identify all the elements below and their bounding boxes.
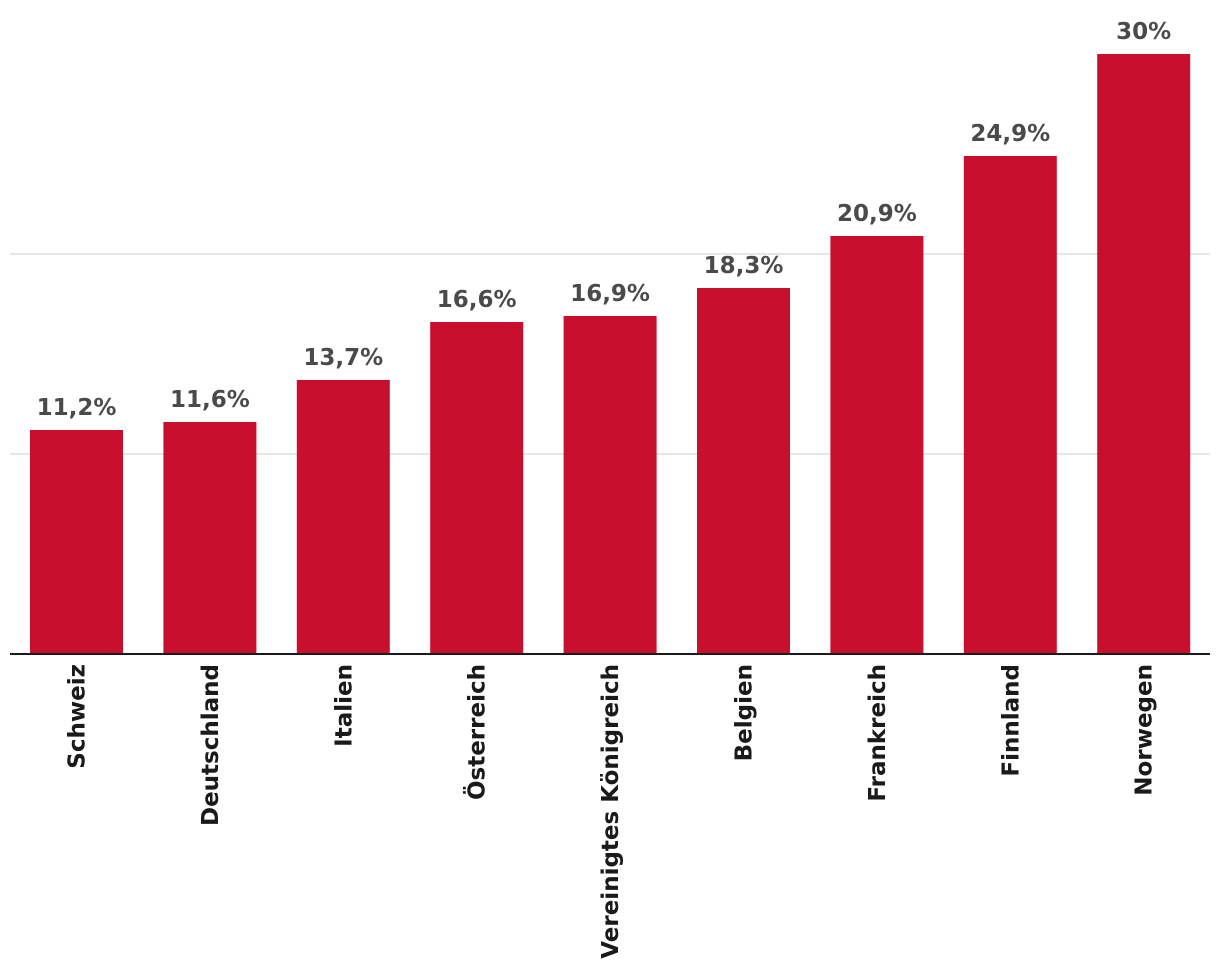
value-label-2: 13,7% [303,345,383,371]
bar-8 [1097,54,1191,654]
category-label-2: Italien [331,664,357,747]
category-label-6: Frankreich [865,664,891,802]
value-label-7: 24,9% [970,121,1050,147]
bar-0 [30,430,123,654]
category-label-1: Deutschland [198,664,224,826]
bar-5 [697,288,790,654]
value-label-6: 20,9% [837,201,917,227]
category-label-3: Österreich [463,664,491,800]
value-label-5: 18,3% [704,253,784,279]
bar-2 [296,380,390,654]
bars [30,54,1191,654]
bar-6 [830,236,924,654]
value-label-1: 11,6% [170,387,250,413]
value-label-0: 11,2% [37,395,117,421]
value-labels: 11,2% 11,6% 13,7% 16,6% 16,9% 18,3% 20,9% 24,9%… [37,19,1172,421]
category-label-4: Vereinigtes Königreich [598,664,624,959]
bar-4 [563,316,657,654]
bar-7 [963,156,1057,654]
category-label-5: Belgien [732,664,758,761]
category-labels: Schweiz Deutschland Italien Österreich Verei… [65,664,1158,959]
category-label-8: Norwegen [1132,664,1158,796]
category-label-7: Finnland [998,664,1024,777]
bar-3 [430,322,524,654]
value-label-8: 30% [1116,19,1171,45]
bar-1 [163,422,257,654]
value-label-4: 16,9% [570,281,650,307]
value-label-3: 16,6% [437,287,517,313]
category-label-0: Schweiz [65,664,91,769]
